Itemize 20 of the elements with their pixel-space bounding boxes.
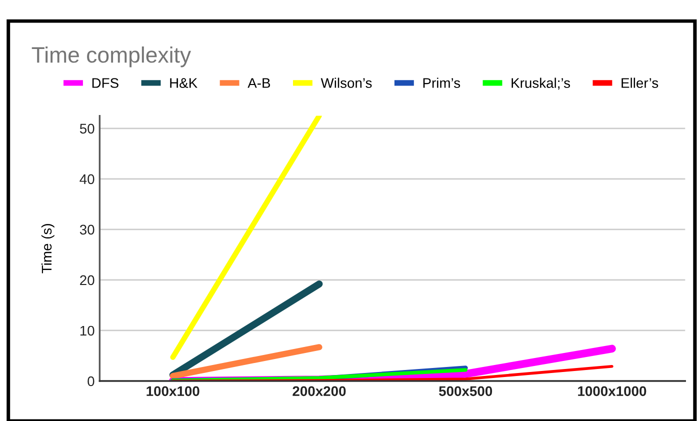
legend-label: A-B	[248, 78, 270, 88]
y-axis-title: Time (s)	[41, 224, 54, 274]
legend-label: H&K	[170, 78, 198, 88]
legend-label: Eller’s	[622, 78, 658, 88]
y-tick-label: 20	[80, 275, 94, 286]
legend-label: Prim’s	[423, 78, 460, 88]
line-series	[171, 364, 614, 382]
x-tick-label: 1000x1000	[578, 386, 646, 396]
y-tick-label: 0	[88, 376, 94, 386]
chart-title: Time complexity	[32, 46, 192, 68]
x-tick-label: 100x100	[146, 386, 200, 396]
legend-label: Wilson’s	[320, 78, 372, 88]
y-tick-label: 30	[80, 224, 94, 235]
y-tick-label: 10	[80, 326, 94, 336]
y-tick-label: 40	[80, 174, 94, 184]
legend-label: DFS	[92, 78, 118, 88]
y-tick-label: 50	[80, 124, 94, 134]
x-tick-label: 200x200	[292, 386, 346, 396]
x-tick-label: 500x500	[438, 386, 492, 396]
legend-label: Kruskal;’s	[512, 78, 570, 90]
